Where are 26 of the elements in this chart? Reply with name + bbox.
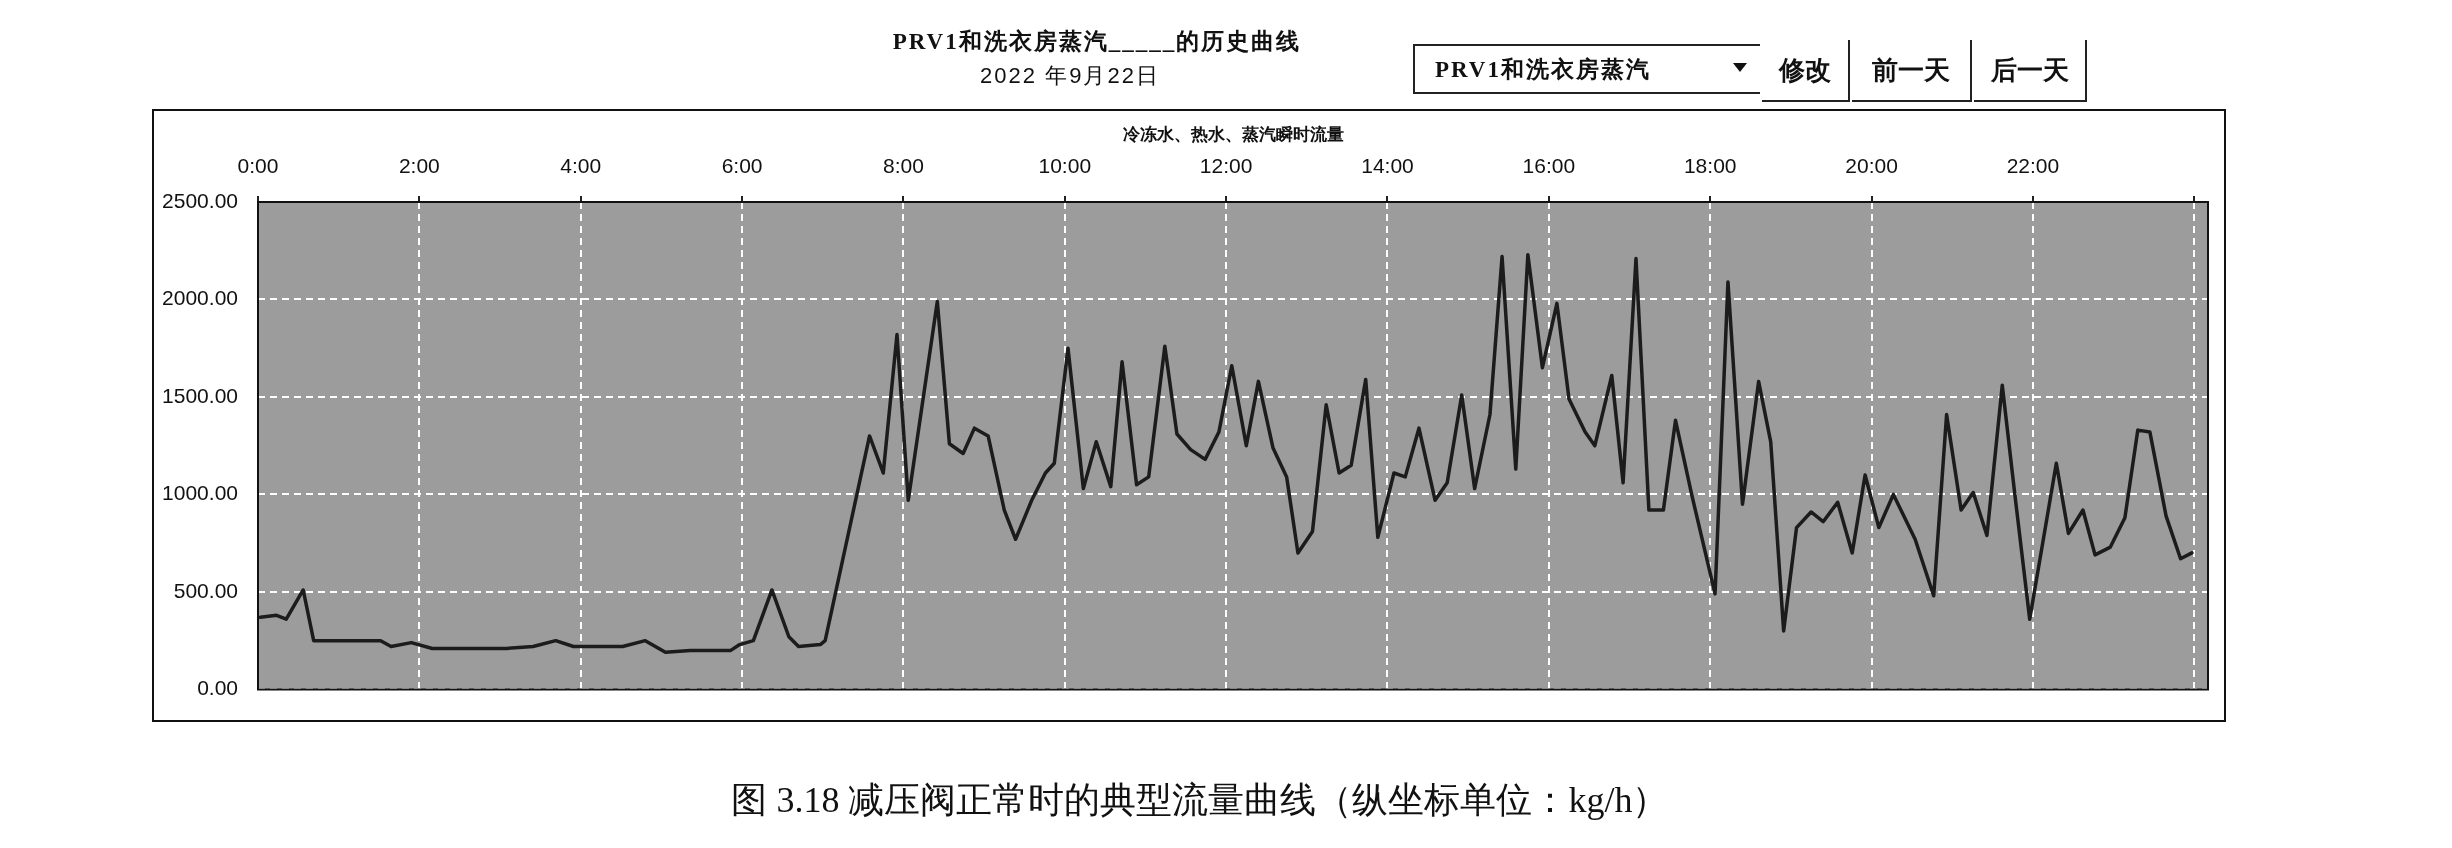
x-tick-label: 18:00 bbox=[1683, 154, 1737, 178]
x-tick-label: 0:00 bbox=[237, 154, 279, 178]
y-tick-label: 2500.00 bbox=[162, 188, 238, 212]
x-tick-label: 14:00 bbox=[1361, 154, 1414, 178]
modify-button: 修改 bbox=[1762, 40, 1850, 102]
x-axis-title: 冷冻水、热水、蒸汽瞬时流量 bbox=[1122, 124, 1344, 144]
x-tick-label: 16:00 bbox=[1522, 154, 1576, 178]
y-tick-label: 2000.00 bbox=[162, 286, 238, 310]
x-tick-label: 10:00 bbox=[1038, 154, 1092, 178]
x-tick-label: 22:00 bbox=[2006, 154, 2060, 178]
previous-day-button: 前一天 bbox=[1852, 40, 1972, 102]
chart-subtitle: 2022 年9月22日 bbox=[980, 63, 1160, 89]
y-tick-label: 500.00 bbox=[173, 578, 238, 602]
x-tick-label: 4:00 bbox=[560, 154, 602, 178]
x-tick-label: 8:00 bbox=[882, 154, 924, 178]
y-tick-label: 1000.00 bbox=[162, 481, 238, 505]
caption: 图 3.18 减压阀正常时的典型流量曲线（纵坐标单位：kg/h） bbox=[731, 779, 1669, 821]
y-tick-label: 1500.00 bbox=[162, 383, 238, 407]
chart-title: PRV1和洗衣房蒸汽_____的历史曲线 bbox=[892, 28, 1302, 56]
select-field: PRV1和洗衣房蒸汽 bbox=[1413, 44, 1760, 94]
next-day-button: 后一天 bbox=[1974, 40, 2087, 102]
x-tick-label: 6:00 bbox=[721, 154, 763, 178]
x-tick-label: 20:00 bbox=[1845, 154, 1898, 178]
x-tick-label: 2:00 bbox=[398, 154, 440, 178]
y-tick-label: 0.00 bbox=[197, 676, 238, 700]
x-tick-label: 12:00 bbox=[1199, 154, 1253, 178]
